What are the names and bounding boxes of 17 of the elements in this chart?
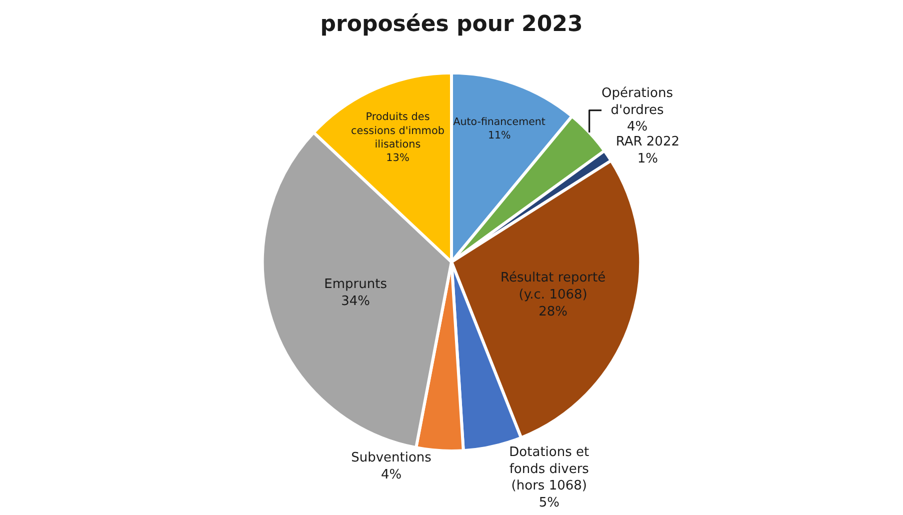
data-label: 1% xyxy=(637,152,658,167)
data-label: 5% xyxy=(538,496,560,511)
data-label: 28% xyxy=(538,304,568,320)
data-label: 4% xyxy=(380,467,402,482)
slice-label: Résultat reporté (y.c. 1068) xyxy=(500,270,606,302)
data-label: 4% xyxy=(626,120,648,135)
slice-label: RAR 2022 xyxy=(616,134,680,150)
data-label: 34% xyxy=(341,294,370,310)
chart-title: proposées pour 2023 xyxy=(320,12,583,37)
slice-label: Produits des cessions d'immobilisations xyxy=(351,111,445,150)
slice-label: Subventions xyxy=(351,450,432,466)
slice-label: Emprunts xyxy=(324,277,388,292)
slice-label: Auto-financement xyxy=(453,116,546,128)
data-label: 13% xyxy=(386,152,410,164)
slice-label: Dotations et fonds divers (hors 1068) xyxy=(509,444,590,494)
slice-label: Opérations d'ordres xyxy=(602,86,674,118)
data-label: 11% xyxy=(488,130,511,142)
